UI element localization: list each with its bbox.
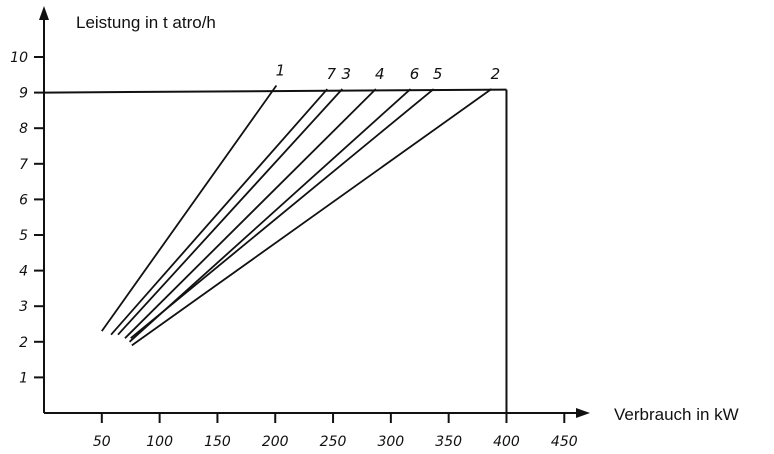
x-tick-label: 100 xyxy=(146,434,173,450)
series-line-5 xyxy=(130,88,435,339)
x-axis-arrow xyxy=(576,408,590,418)
x-tick-label: 350 xyxy=(435,434,462,450)
y-axis-arrow xyxy=(39,6,49,20)
series-line-7 xyxy=(110,88,328,336)
x-tick-label: 250 xyxy=(320,434,347,450)
series-label-4: 4 xyxy=(375,65,385,83)
series-line-3 xyxy=(117,88,343,336)
y-tick-label: 9 xyxy=(19,86,28,102)
x-ticks: 50 100 150 200 250 300 350 400 450 xyxy=(93,413,578,450)
y-tick-label: 2 xyxy=(19,335,28,351)
x-tick-label: 450 xyxy=(551,434,578,450)
series-label-5: 5 xyxy=(433,65,443,83)
y-tick-label: 4 xyxy=(19,264,28,280)
x-tick-label: 400 xyxy=(493,434,520,450)
series-label-1: 1 xyxy=(276,61,286,79)
y-axis-label: Leistung in t atro/h xyxy=(76,13,216,32)
series-label-7: 7 xyxy=(326,65,336,83)
y-ticks: 1 2 3 4 5 6 7 8 9 10 xyxy=(10,50,44,386)
series-label-6: 6 xyxy=(410,65,420,83)
series-line-1 xyxy=(101,84,278,332)
x-tick-label: 200 xyxy=(262,434,289,450)
y-tick-label: 3 xyxy=(19,299,28,315)
series-line-4 xyxy=(124,88,377,339)
y-tick-label: 8 xyxy=(19,121,28,137)
series-label-3: 3 xyxy=(342,65,352,83)
series-label-2: 2 xyxy=(491,65,501,83)
axes xyxy=(39,6,590,418)
limit-box-top xyxy=(43,88,507,94)
x-tick-label: 150 xyxy=(204,434,231,450)
x-axis-label: Verbrauch in kW xyxy=(614,405,739,424)
y-tick-label: 10 xyxy=(10,50,28,66)
y-tick-label: 6 xyxy=(19,192,28,208)
series-line-2 xyxy=(131,88,492,347)
series-lines xyxy=(101,84,492,347)
y-tick-label: 5 xyxy=(19,228,28,244)
x-tick-label: 300 xyxy=(377,434,404,450)
limit-box xyxy=(43,88,508,413)
x-tick-label: 50 xyxy=(93,434,111,450)
y-tick-label: 1 xyxy=(19,370,28,386)
y-tick-label: 7 xyxy=(19,157,28,173)
